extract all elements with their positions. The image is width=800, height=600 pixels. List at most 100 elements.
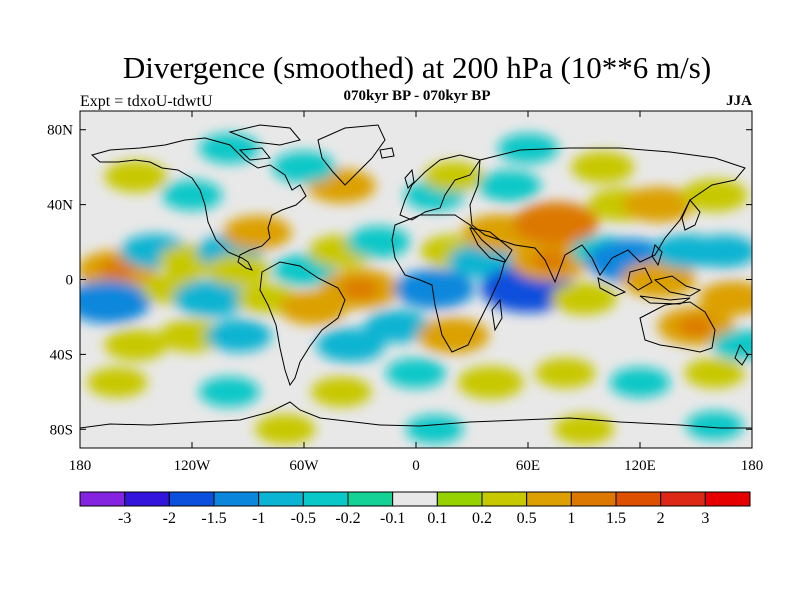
map-subtitle: 070kyr BP - 070kyr BP xyxy=(343,88,491,104)
x-tick-label: 180 xyxy=(741,458,764,474)
divergence-cell xyxy=(199,133,260,164)
y-tick-label: 80S xyxy=(50,422,73,438)
colorbar-swatch xyxy=(124,491,170,507)
colorbar-label: 3 xyxy=(701,510,709,527)
coastline-madagascar xyxy=(491,298,503,332)
colorbar-swatch xyxy=(704,491,751,507)
divergence-cell xyxy=(477,170,541,202)
divergence-cell xyxy=(311,376,372,407)
divergence-cell xyxy=(272,151,336,183)
divergence-cell xyxy=(571,151,635,183)
colorbar-swatch xyxy=(213,491,260,507)
divergence-cell xyxy=(104,160,168,193)
colorbar-swatch xyxy=(570,491,617,507)
experiment-label: Expt = tdxoU-tdwtU xyxy=(80,93,213,110)
colorbar-label: 1 xyxy=(567,510,575,527)
divergence-cell xyxy=(423,161,484,192)
coastline-australia xyxy=(639,301,716,353)
colorbar-swatch xyxy=(481,491,528,507)
divergence-cell xyxy=(685,411,744,440)
divergence-core xyxy=(416,278,453,299)
divergence-cell xyxy=(364,309,431,343)
coastline-asia xyxy=(469,147,746,284)
divergence-cell xyxy=(385,358,447,389)
divergence-cell xyxy=(405,414,464,444)
map-title: Divergence (smoothed) at 200 hPa (10**6 … xyxy=(122,50,712,85)
x-tick-label: 60W xyxy=(289,458,319,474)
colorbar-swatch xyxy=(302,491,349,507)
divergence-cell xyxy=(691,234,752,268)
colorbar-swatch xyxy=(79,491,126,507)
divergence-cell xyxy=(609,367,671,398)
colorbar-label: -2 xyxy=(163,510,176,527)
colorbar-label: 0.2 xyxy=(472,510,492,527)
divergence-cell xyxy=(684,358,745,389)
divergence-core xyxy=(88,291,128,313)
divergence-cell xyxy=(161,180,223,211)
y-tick-label: 40N xyxy=(47,198,73,214)
divergence-cell xyxy=(207,254,271,286)
divergence-cell xyxy=(681,178,748,212)
colorbar-label: -1 xyxy=(252,510,265,527)
colorbar-swatch xyxy=(660,491,706,507)
coastline-europe xyxy=(399,154,481,221)
divergence-cell xyxy=(316,327,386,363)
coastline-greenland xyxy=(317,124,386,186)
colorbar-swatch xyxy=(436,491,483,507)
colorbar-label: -1.5 xyxy=(201,510,226,527)
divergence-cell xyxy=(698,281,752,316)
y-tick-label: 80N xyxy=(47,123,73,139)
divergence-cell xyxy=(199,376,260,407)
coastline-uk-iceland xyxy=(379,147,415,189)
coastlines xyxy=(80,124,752,429)
colorbar-swatch xyxy=(392,491,438,507)
colorbar: -3 -2 -1.5 -1 -0.5 -0.2 -0.1 0.1 0.2 0.5 1 1.5 2 3 xyxy=(79,491,751,527)
coastline-maritime-continent xyxy=(597,244,702,305)
x-tick-label: 120E xyxy=(624,458,656,474)
divergence-field xyxy=(80,133,752,445)
divergence-cell xyxy=(104,329,168,361)
y-tick-label: 40S xyxy=(50,347,73,363)
divergence-core xyxy=(506,277,550,301)
colorbar-swatch xyxy=(615,491,662,507)
colorbar-swatch xyxy=(347,491,394,507)
divergence-cell xyxy=(159,319,225,353)
coastline-arctic-islands xyxy=(228,124,301,161)
coastline-south-america xyxy=(259,261,346,387)
x-tick-label: 180 xyxy=(69,458,92,474)
colorbar-label: -0.2 xyxy=(335,510,360,527)
colorbar-label: -3 xyxy=(118,510,131,527)
coastline-antarctica xyxy=(80,401,752,429)
divergence-core xyxy=(483,223,517,242)
colorbar-swatch xyxy=(526,491,572,507)
colorbar-swatch xyxy=(168,491,215,507)
season-label: JJA xyxy=(726,93,752,109)
y-tick-label: 0 xyxy=(66,273,74,289)
x-tick-label: 0 xyxy=(412,458,420,474)
colorbar-swatch xyxy=(258,491,304,507)
divergence-cell xyxy=(222,215,292,250)
divergence-cell xyxy=(497,133,559,164)
colorbar-label: 0.5 xyxy=(517,510,537,527)
coastline-japan xyxy=(681,199,701,231)
divergence-core xyxy=(193,288,228,308)
map-axes: 180 120W 60W 0 60E 120E 180 80N 40N 0 40S 80S xyxy=(47,111,763,474)
divergence-cell xyxy=(535,358,596,389)
coastline-africa xyxy=(391,214,506,353)
divergence-cell xyxy=(553,414,615,445)
x-tick-label: 60E xyxy=(516,458,540,474)
coastline-arabia xyxy=(469,227,513,263)
divergence-core xyxy=(536,212,576,235)
divergence-cell xyxy=(87,367,148,398)
divergence-cell xyxy=(255,414,316,445)
divergence-cell xyxy=(457,365,524,399)
colorbar-label: -0.5 xyxy=(291,510,316,527)
divergence-core xyxy=(642,195,675,214)
divergence-core xyxy=(99,260,136,281)
x-tick-label: 120W xyxy=(174,458,212,474)
divergence-cell xyxy=(347,226,411,258)
coastline-new-zealand xyxy=(734,344,749,366)
divergence-cell xyxy=(551,281,617,315)
divergence-cell xyxy=(205,319,272,353)
